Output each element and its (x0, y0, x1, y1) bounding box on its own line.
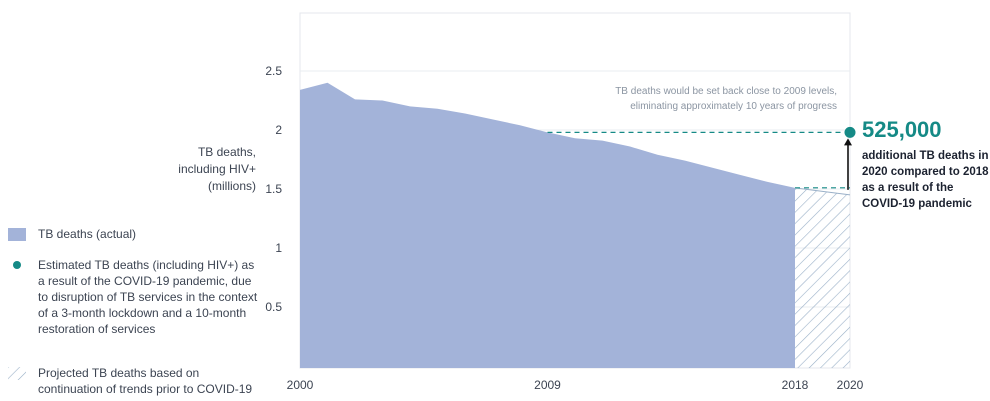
y-tick-label: 0.5 (265, 300, 282, 314)
callout-description: additional TB deaths in 2020 compared to… (862, 150, 989, 210)
y-axis-label: TB deaths, including HIV+ (millions) (178, 145, 256, 193)
dot-swatch (13, 261, 21, 269)
actual-area-shape (300, 82, 795, 369)
y-tick-label: 2.5 (265, 64, 282, 78)
legend: TB deaths (actual) Estimated TB deaths (… (8, 226, 258, 401)
area-swatch (8, 228, 26, 241)
reference-lines (547, 131, 850, 189)
estimate-dot (844, 126, 856, 138)
x-tick-label: 2000 (287, 378, 314, 392)
y-tick-label: 1 (275, 241, 282, 255)
y-tick-labels: 0.5 1 1.5 2 2.5 (265, 64, 282, 314)
y-tick-label: 2 (275, 123, 282, 137)
projected-top-line (794, 187, 851, 196)
setback-annotation: TB deaths would be set back close to 200… (615, 86, 837, 112)
x-tick-label: 2020 (837, 378, 864, 392)
legend-label-projected: Projected TB deaths based on continuatio… (38, 366, 253, 396)
hatch-swatch (8, 367, 26, 380)
increase-arrow-head (844, 138, 852, 146)
legend-label-actual: TB deaths (actual) (38, 227, 137, 241)
callout-value: 525,000 (862, 117, 942, 142)
estimate-marks (844, 126, 856, 190)
actual-area (300, 82, 795, 369)
legend-label-estimated: Estimated TB deaths (including HIV+) as … (38, 258, 258, 336)
y-tick-label: 1.5 (265, 182, 282, 196)
x-tick-label: 2018 (782, 378, 809, 392)
x-tick-labels: 2000 2009 2018 2020 (287, 378, 864, 392)
x-tick-label: 2009 (534, 378, 561, 392)
projected-area-shape (795, 187, 850, 368)
projected-area (794, 187, 851, 368)
